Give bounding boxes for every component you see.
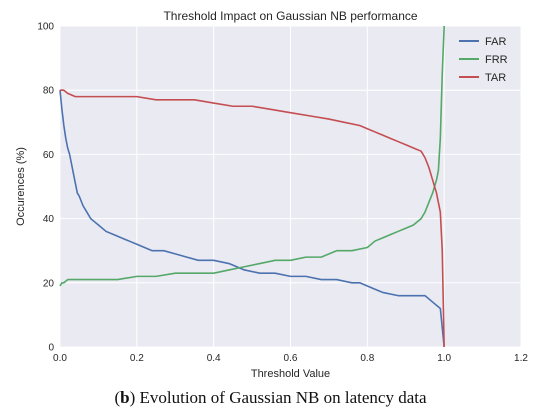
caption-label: b	[120, 388, 130, 407]
legend-label-frr: FRR	[485, 54, 508, 66]
y-tick-label: 0	[48, 343, 54, 354]
x-tick-label: 1.0	[437, 353, 451, 364]
series-line-frr	[59, 25, 445, 287]
chart: 0.0 0.2 0.4 0.6 0.8 1.0 1.2 0 20 40 60 80 100 Thresh…	[15, 9, 528, 380]
x-tick-label: 1.2	[514, 353, 528, 364]
legend-label-far: FAR	[485, 36, 506, 48]
grid-lines	[59, 25, 522, 348]
x-tick-label: 0.0	[53, 353, 67, 364]
x-tick-label: 0.8	[360, 353, 374, 364]
y-tick-label: 40	[43, 214, 55, 225]
x-tick-label: 0.6	[284, 353, 298, 364]
x-axis-label: Threshold Value	[251, 368, 330, 380]
y-axis-label: Occurences (%)	[15, 147, 27, 226]
series-layer	[59, 25, 445, 348]
x-tick-label: 0.4	[207, 353, 221, 364]
y-tick-label: 80	[43, 86, 55, 97]
y-tick-label: 100	[37, 22, 54, 33]
series-line-tar	[60, 89, 445, 348]
x-tick-label: 0.2	[130, 353, 144, 364]
figure-caption: (b) Evolution of Gaussian NB on latency …	[114, 388, 427, 407]
chart-title: Threshold Impact on Gaussian NB performa…	[163, 9, 417, 23]
y-tick-label: 60	[43, 150, 55, 161]
legend-label-tar: TAR	[485, 72, 506, 84]
caption-text: ) Evolution of Gaussian NB on latency da…	[129, 388, 427, 407]
series-line-far	[59, 90, 445, 348]
legend: FAR FRR TAR	[459, 36, 508, 84]
y-tick-label: 20	[43, 278, 55, 289]
tick-labels: 0.0 0.2 0.4 0.6 0.8 1.0 1.2 0 20 40 60 80 100	[37, 22, 528, 365]
